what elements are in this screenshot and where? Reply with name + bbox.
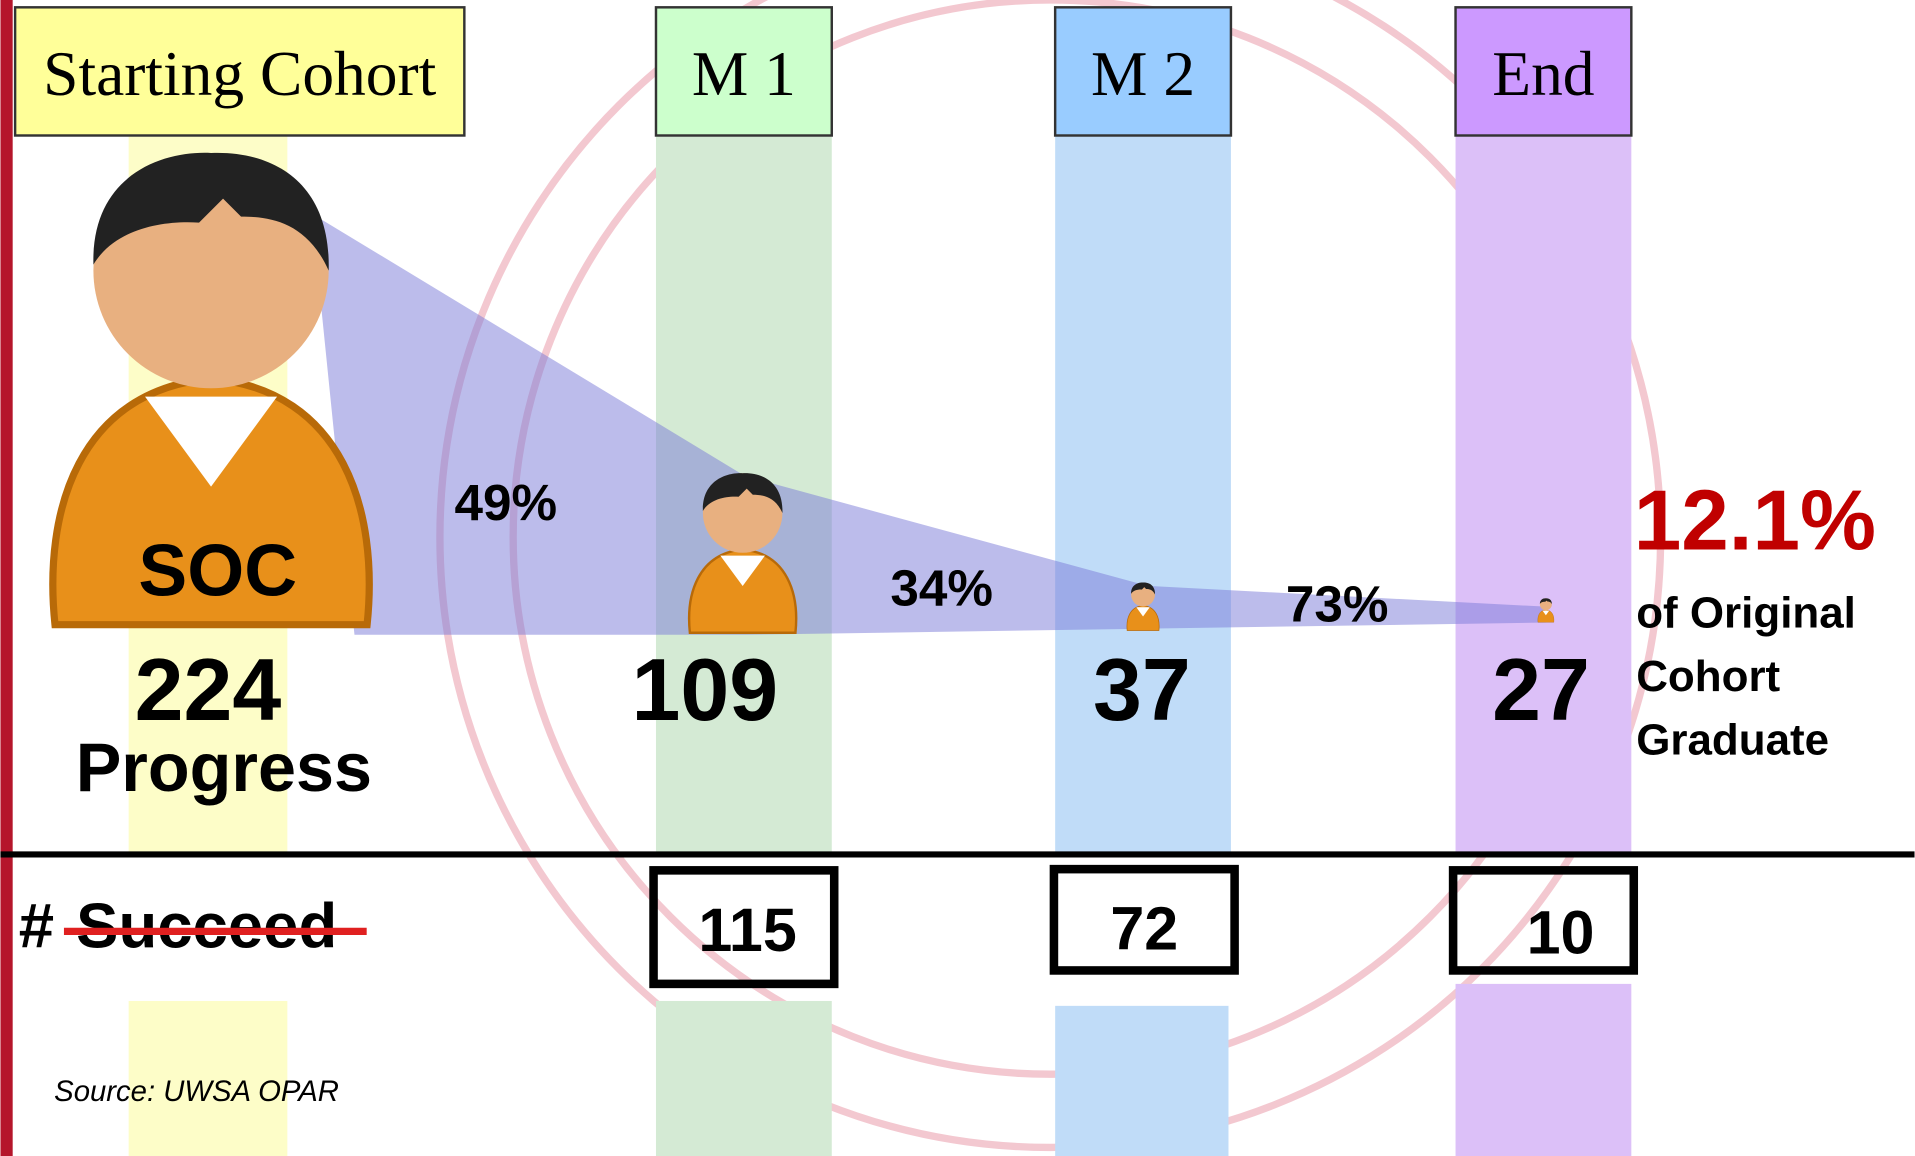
stage-count: 109 [632, 640, 779, 739]
source: Source: UWSA OPAR [54, 1075, 339, 1108]
succeed-boxes [649, 864, 1639, 989]
stage-header: M 1 [692, 38, 796, 109]
succeed-value: 115 [698, 896, 796, 964]
rate: 34% [890, 559, 993, 616]
stage-count: 224 [135, 640, 282, 739]
rate: 73% [1286, 575, 1389, 632]
result-text: Cohort [1636, 652, 1780, 701]
rate: 49% [455, 474, 558, 531]
stage-count: 37 [1093, 640, 1191, 739]
program-label: SOC [138, 530, 297, 612]
succeed-label: Succeed [76, 891, 337, 961]
result-text: of Original [1636, 588, 1856, 637]
stage-header: M 2 [1091, 38, 1195, 109]
headers [13, 6, 1633, 137]
border [0, 0, 13, 1156]
succeed-value: 10 [1527, 898, 1595, 966]
column-bands [128, 135, 1632, 1156]
hash: # [19, 891, 54, 961]
stage-header: Starting Cohort [43, 38, 437, 109]
funnel [311, 213, 1546, 635]
stage-count: 27 [1492, 640, 1590, 739]
stage-header: End [1492, 38, 1594, 109]
result-text: Graduate [1636, 715, 1829, 764]
row-label: Progress [76, 730, 372, 806]
succeed-value: 72 [1110, 895, 1178, 963]
result-value: 12.1% [1634, 473, 1876, 568]
